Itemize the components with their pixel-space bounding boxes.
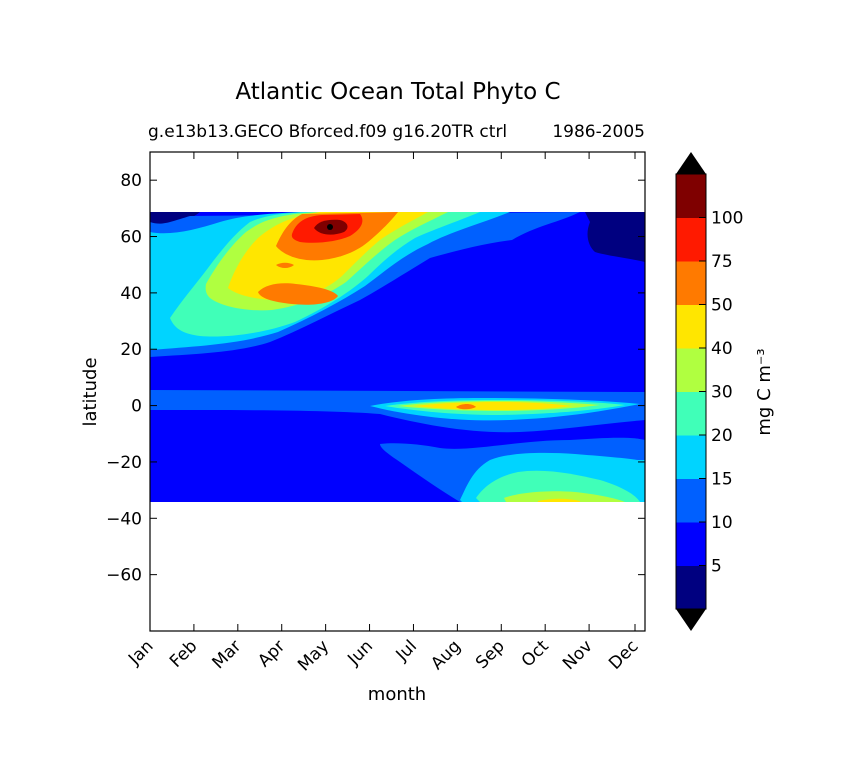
- colorbar-segment: [676, 174, 706, 218]
- x-tick-label: Feb: [166, 636, 201, 671]
- y-tick-label: 0: [131, 397, 142, 417]
- plot-area: 80 60 40 20 0 −20 −40 −60 Jan Feb Mar Apr May Jun Jul…: [106, 151, 646, 675]
- colorbar-tick-label: 10: [711, 513, 733, 533]
- colorbar-segment: [676, 348, 706, 392]
- contour-north-max: [327, 224, 333, 230]
- y-tick-label: 40: [120, 284, 142, 304]
- contour-north-50-mid: [258, 283, 338, 305]
- contour-eq-10-thin: [150, 392, 400, 400]
- x-tick-label: Apr: [254, 636, 289, 671]
- contour-field: [150, 212, 645, 502]
- x-tick-label: Nov: [559, 636, 597, 674]
- contour-south-20: [476, 470, 640, 502]
- colorbar-segment: [676, 391, 706, 436]
- x-tick-label: Mar: [209, 636, 246, 673]
- colorbar-segment: [676, 261, 706, 305]
- x-tick-label: Aug: [427, 636, 465, 674]
- y-tick-label: 80: [120, 171, 142, 191]
- colorbar-tick-label: 30: [711, 383, 733, 403]
- colorbar-segment: [676, 522, 706, 566]
- colorbar-segment: [676, 217, 706, 262]
- y-tick-label: −60: [106, 566, 142, 586]
- x-tick-label: Oct: [518, 636, 553, 671]
- y-axis-label: latitude: [80, 357, 101, 426]
- contour-north-50-spot: [276, 262, 294, 268]
- contour-navy-ne: [585, 212, 645, 262]
- x-tick-label: Sep: [472, 636, 509, 673]
- y-tick-label: 20: [120, 340, 142, 360]
- colorbar-extend-high: [676, 152, 706, 174]
- colorbar-segment: [676, 478, 706, 523]
- chart-title: Atlantic Ocean Total Phyto C: [235, 79, 560, 105]
- x-tick-label: May: [294, 636, 333, 675]
- colorbar-tick-label: 15: [711, 470, 733, 490]
- colorbar-segment: [676, 565, 706, 610]
- colorbar: 5 10 15 20 30 40 50 75 100: [675, 152, 743, 631]
- chart-subtitle-left: g.e13b13.GECO Bforced.f09 g16.20TR ctrl: [148, 122, 507, 142]
- colorbar-extend-low: [676, 609, 706, 631]
- colorbar-tick-label: 40: [711, 339, 733, 359]
- contour-eq-50: [456, 404, 476, 410]
- x-tick-label: Jan: [124, 636, 157, 669]
- y-axis-ticks: 80 60 40 20 0 −20 −40 −60: [106, 171, 645, 586]
- colorbar-segment: [676, 435, 706, 479]
- colorbar-tick-label: 20: [711, 426, 733, 446]
- colorbar-label: mg C m⁻³: [754, 348, 775, 435]
- y-tick-label: −40: [106, 509, 142, 529]
- y-tick-label: 60: [120, 228, 142, 248]
- x-tick-label: Jun: [343, 636, 377, 670]
- colorbar-tick-label: 75: [711, 252, 733, 272]
- x-axis-label: month: [368, 684, 426, 705]
- plot-frame: [149, 151, 646, 632]
- colorbar-tick-label: 100: [711, 209, 743, 229]
- contour-south-40: [538, 498, 580, 502]
- x-tick-label: Jul: [392, 636, 421, 665]
- contour-south-30: [504, 491, 625, 502]
- contour-eq-40: [414, 402, 572, 410]
- colorbar-tick-label: 5: [711, 557, 722, 577]
- y-tick-label: −20: [106, 453, 142, 473]
- x-tick-label: Dec: [605, 636, 642, 673]
- colorbar-segment: [676, 304, 706, 349]
- colorbar-tick-label: 50: [711, 296, 733, 316]
- chart-subtitle-right: 1986-2005: [552, 122, 645, 142]
